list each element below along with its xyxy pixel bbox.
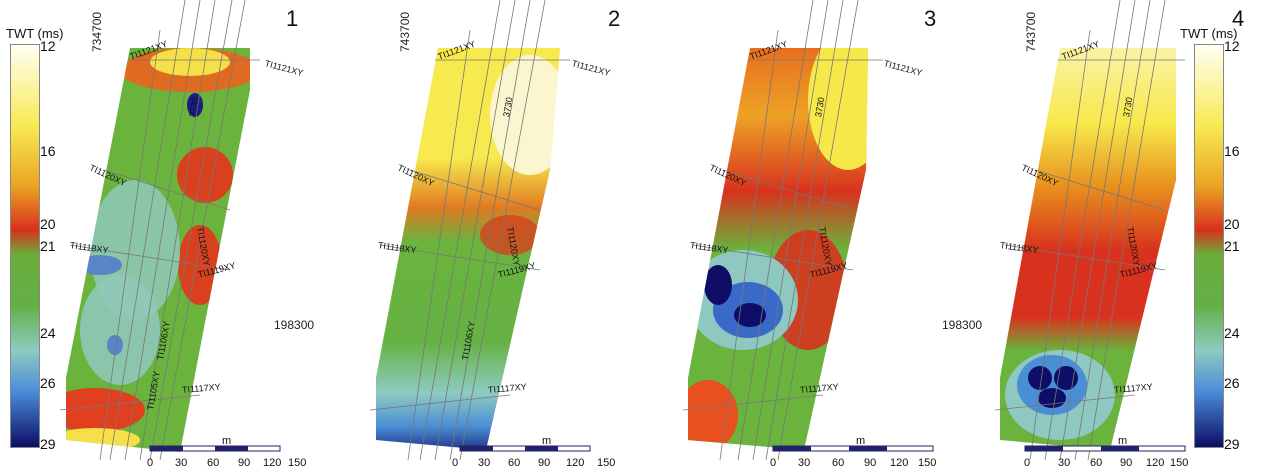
scale-tick: 0 [1024,457,1030,469]
panel-number: 1 [286,6,299,31]
colorbar-tick-16: 16 [40,143,56,159]
colorbar-tick-12: 12 [1224,38,1240,54]
colorbar-tick-26: 26 [1224,375,1240,391]
scale-tick: 120 [1146,457,1164,469]
scale-tick: 150 [918,457,936,469]
twt-map-3: m 0 30 60 90 120 150 [682,0,936,469]
twt-map-1: m 0 30 60 90 120 150 [59,0,306,469]
panel-number: 4 [1232,6,1245,31]
scale-tick: 60 [832,457,844,469]
colorbar-tick-20: 20 [1224,216,1240,232]
scale-tick: 90 [538,457,550,469]
easting-label: 198300 [274,318,315,332]
scale-bar: m 0 30 60 90 120 150 [1024,435,1188,469]
colorbar-tick-16: 16 [1224,143,1240,159]
colorbar-title: TWT (ms) [1180,26,1238,41]
colorbar-tick-29: 29 [1224,436,1240,452]
colorbar-tick-20: 20 [40,216,56,232]
scale-bar: m 0 30 60 90 120 150 [452,435,615,469]
colorbar-tick-21: 21 [1224,238,1240,254]
map-panel-2: 743700 2 198300 m [274,0,628,473]
colorbar-tick-29: 29 [40,436,56,452]
panel-number: 3 [924,6,937,31]
scale-bar: m 0 30 60 90 120 150 [147,435,306,469]
scale-tick: 60 [1090,457,1102,469]
colorbar-title: TWT (ms) [6,26,64,41]
scale-tick: 60 [508,457,520,469]
scale-unit: m [222,435,231,447]
easting-label: 198300 [942,318,983,332]
scale-unit: m [542,435,551,447]
scale-tick: 0 [770,457,776,469]
colorbar-tick-12: 12 [40,38,56,54]
colorbar-tick-26: 26 [40,375,56,391]
scale-tick: 30 [175,457,187,469]
scale-tick: 0 [452,457,458,469]
scale-unit: m [856,435,865,447]
panel-number: 2 [608,6,621,31]
colorbar-tick-24: 24 [1224,325,1240,341]
scale-bar: m 0 30 60 90 120 150 [770,435,936,469]
scale-tick: 150 [288,457,306,469]
scale-tick: 90 [238,457,250,469]
scale-tick: 120 [263,457,281,469]
colorbar [1194,44,1224,448]
colorbar-tick-24: 24 [40,325,56,341]
scale-tick: 150 [1170,457,1188,469]
twt-map-4: m 0 30 60 90 120 150 [994,0,1188,469]
scale-tick: 150 [597,457,615,469]
scale-tick: 120 [566,457,584,469]
scale-tick: 30 [478,457,490,469]
scale-unit: m [1118,435,1127,447]
scale-tick: 90 [1120,457,1132,469]
colorbar [10,44,40,448]
map-panel-3: 3 [628,0,940,473]
scale-tick: 30 [798,457,810,469]
scale-tick: 60 [207,457,219,469]
colorbar-tick-21: 21 [40,238,56,254]
scale-tick: 90 [864,457,876,469]
scale-tick: 0 [147,457,153,469]
map-panel-4: 743700 4 198300 TWT (ms) 12 16 20 21 24 … [940,0,1262,473]
scale-tick: 30 [1058,457,1070,469]
map-panel-1: TWT (ms) 12 16 20 21 24 26 29 734700 1 [0,0,310,473]
scale-tick: 120 [890,457,908,469]
twt-map-2: m 0 30 60 90 120 150 [369,0,615,469]
